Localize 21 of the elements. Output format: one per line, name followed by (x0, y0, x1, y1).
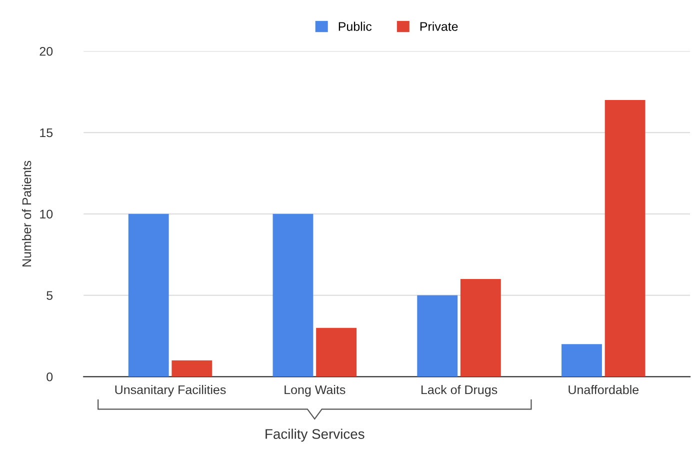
x-tick-label: Unsanitary Facilities (115, 384, 226, 397)
bar (172, 360, 212, 377)
bar (128, 214, 169, 377)
y-tick-label: 5 (46, 291, 53, 300)
text: Facility Services (266, 428, 364, 442)
x-tick-label: Long Waits (284, 384, 346, 397)
bar (417, 295, 458, 377)
bar (272, 214, 314, 377)
y-tick-label: 15 (40, 128, 53, 138)
bar (460, 279, 501, 377)
y-axis-title: Number of Patients (22, 160, 32, 266)
legend-label: Public (338, 22, 372, 31)
y-tick-label: 20 (40, 46, 53, 56)
y-tick-label: 10 (40, 210, 53, 219)
y-tick-label: 0 (46, 372, 53, 382)
legend-label: Private (420, 22, 458, 31)
bar (316, 328, 357, 377)
x-tick-label: Lack of Drugs (421, 384, 498, 397)
bar (562, 344, 602, 377)
x-tick-label: Unaffordable (568, 384, 639, 394)
bar (604, 100, 646, 377)
